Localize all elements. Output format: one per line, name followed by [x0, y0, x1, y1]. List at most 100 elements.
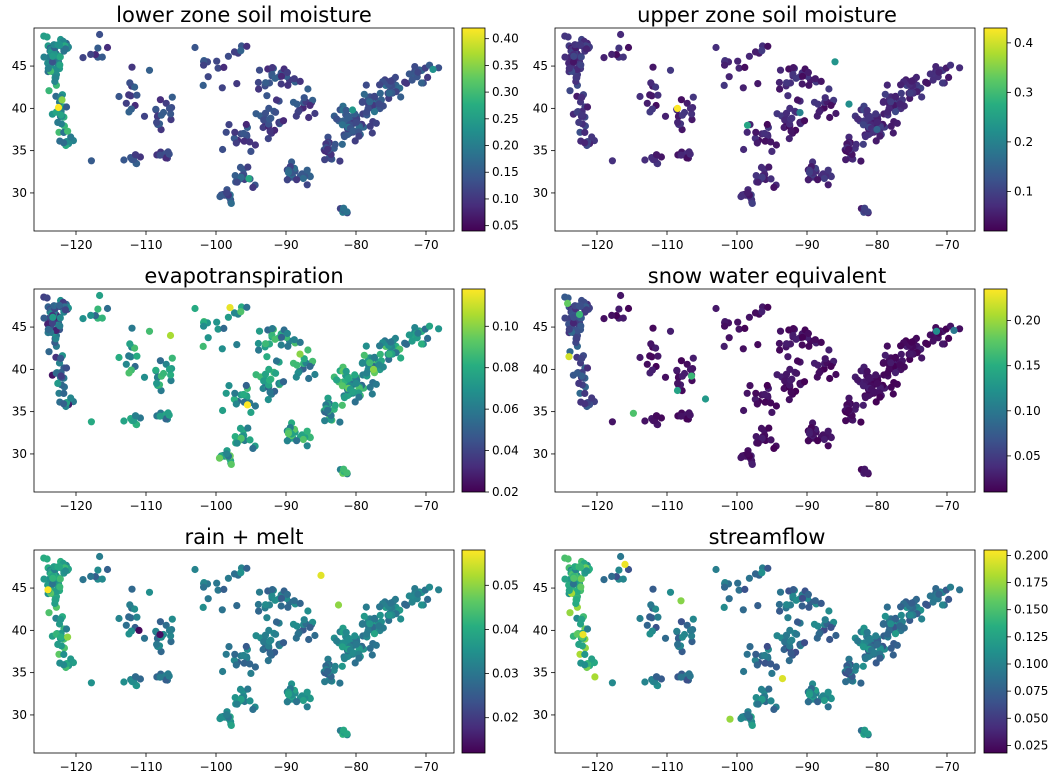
data-point [763, 120, 771, 129]
colorbar-tick-label: 0.200 [1014, 548, 1048, 562]
data-point [343, 730, 351, 738]
data-point [924, 79, 932, 87]
data-point [821, 94, 829, 102]
data-point [746, 382, 754, 390]
data-point [425, 322, 434, 330]
data-point [793, 630, 801, 638]
data-point [305, 113, 313, 122]
data-point [768, 408, 776, 416]
data-point [569, 58, 578, 66]
data-point [145, 588, 154, 596]
data-point [889, 651, 897, 659]
colorbar-tick-label: 0.15 [1014, 359, 1041, 373]
data-point [776, 346, 784, 354]
data-point [743, 128, 751, 136]
data-point [740, 667, 748, 676]
data-point [821, 616, 829, 624]
data-point [271, 74, 279, 82]
data-point [617, 552, 625, 561]
data-point [673, 627, 681, 635]
data-point [244, 424, 252, 432]
data-point [140, 373, 149, 381]
data-point [784, 353, 792, 361]
colorbar [461, 27, 486, 232]
data-point [293, 437, 301, 445]
x-tick-label: −110 [651, 760, 684, 774]
data-point [397, 615, 405, 623]
data-point [272, 96, 281, 104]
data-point [277, 341, 285, 349]
data-point [225, 382, 233, 390]
data-point [385, 89, 393, 97]
data-point [40, 314, 48, 322]
data-point [881, 612, 889, 620]
data-point [652, 344, 660, 352]
data-point [767, 697, 775, 705]
data-point [231, 650, 239, 658]
data-point [582, 306, 591, 314]
data-point [745, 574, 754, 582]
data-point [880, 98, 888, 106]
data-point [324, 655, 332, 663]
data-point [735, 325, 743, 333]
data-point [127, 92, 135, 100]
data-point [583, 625, 592, 633]
data-point [817, 599, 825, 608]
data-point [734, 57, 742, 65]
data-point [956, 64, 964, 72]
data-point [362, 342, 370, 350]
data-point [360, 351, 368, 359]
data-point [435, 325, 443, 333]
data-point [131, 605, 139, 613]
data-point [223, 711, 231, 719]
data-point [817, 77, 825, 85]
data-point [262, 601, 270, 609]
data-point [263, 353, 271, 361]
data-point [120, 678, 128, 686]
data-point [224, 574, 232, 582]
data-point [945, 595, 953, 604]
data-point [159, 108, 168, 117]
data-point [608, 679, 617, 687]
data-point [264, 657, 272, 665]
data-point [617, 291, 625, 300]
data-point [268, 586, 276, 594]
data-point [608, 50, 616, 59]
data-point [355, 132, 363, 140]
data-point [621, 560, 629, 569]
data-point [725, 73, 733, 81]
data-point [884, 369, 892, 377]
data-point [804, 329, 813, 338]
data-point [800, 378, 809, 386]
data-point [271, 335, 279, 343]
data-point [87, 311, 95, 319]
data-point [689, 93, 697, 101]
data-point [317, 571, 325, 580]
data-point [435, 64, 443, 72]
data-point [786, 115, 795, 123]
data-point [417, 79, 426, 87]
data-point [814, 437, 822, 445]
data-point [832, 109, 840, 118]
data-point [87, 418, 95, 426]
data-point [408, 598, 416, 606]
data-point [279, 639, 288, 647]
data-point [244, 685, 252, 693]
data-point [214, 325, 222, 333]
y-tick-label: 40 [533, 101, 548, 115]
plot-frame [554, 27, 976, 232]
data-point [678, 648, 686, 656]
data-point [804, 698, 812, 706]
data-point [244, 163, 252, 171]
data-point [133, 352, 141, 360]
data-point [265, 104, 273, 112]
data-point [344, 635, 352, 644]
data-point [56, 53, 64, 61]
data-point [343, 208, 351, 216]
data-point [754, 700, 762, 708]
panel-snow-water-equivalent: snow water equivalent −120 −110 −100 −90 −80… [533, 264, 1041, 513]
data-point [873, 640, 881, 648]
data-point [240, 390, 248, 399]
data-point [227, 460, 235, 468]
data-point [225, 121, 233, 129]
